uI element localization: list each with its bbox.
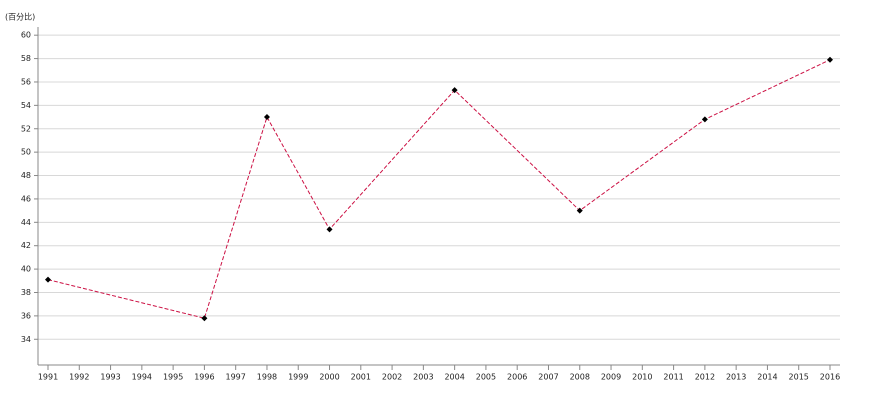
data-point [576,207,583,214]
x-tick-label: 2009 [601,373,621,382]
x-tick-label: 1993 [100,373,120,382]
y-tick-label: 50 [21,148,31,157]
x-tick-label: 2015 [789,373,809,382]
x-tick-label: 2005 [476,373,496,382]
x-tick-label: 2011 [663,373,683,382]
x-tick-label: 1996 [194,373,214,382]
x-tick-label: 1999 [288,373,308,382]
y-axis-label: (百分比) [5,12,35,22]
x-tick-label: 2001 [351,373,371,382]
x-tick-label: 1995 [163,373,183,382]
x-tick-label: 1992 [69,373,89,382]
y-tick-label: 40 [21,265,31,274]
x-tick-label: 2007 [538,373,558,382]
y-tick-label: 54 [21,101,31,110]
data-point [326,226,333,233]
x-tick-label: 2016 [820,373,840,382]
x-tick-label: 2003 [413,373,433,382]
y-tick-label: 42 [21,241,31,250]
x-tick-label: 2002 [382,373,402,382]
data-point [826,56,833,63]
x-tick-label: 2000 [319,373,339,382]
x-tick-label: 2014 [757,373,777,382]
y-tick-label: 44 [21,218,31,227]
x-tick-label: 2008 [570,373,590,382]
y-tick-label: 56 [21,77,31,86]
data-point [701,116,708,123]
data-point [451,87,458,94]
x-tick-label: 1994 [132,373,152,382]
y-tick-label: 48 [21,171,31,180]
x-tick-label: 2006 [507,373,527,382]
y-tick-label: 38 [21,288,31,297]
x-tick-label: 2013 [726,373,746,382]
y-tick-label: 60 [21,31,31,40]
data-point [263,114,270,121]
y-tick-label: 52 [21,124,31,133]
y-tick-label: 34 [21,335,31,344]
data-point [201,315,208,322]
x-tick-label: 1998 [257,373,277,382]
x-tick-label: 2004 [444,373,464,382]
data-point [45,276,52,283]
y-tick-label: 36 [21,311,31,320]
series-line [47,59,831,319]
y-tick-label: 58 [21,54,31,63]
x-tick-label: 2012 [695,373,715,382]
y-tick-label: 46 [21,194,31,203]
x-tick-label: 1991 [38,373,58,382]
x-tick-label: 2010 [632,373,652,382]
x-tick-label: 1997 [226,373,246,382]
